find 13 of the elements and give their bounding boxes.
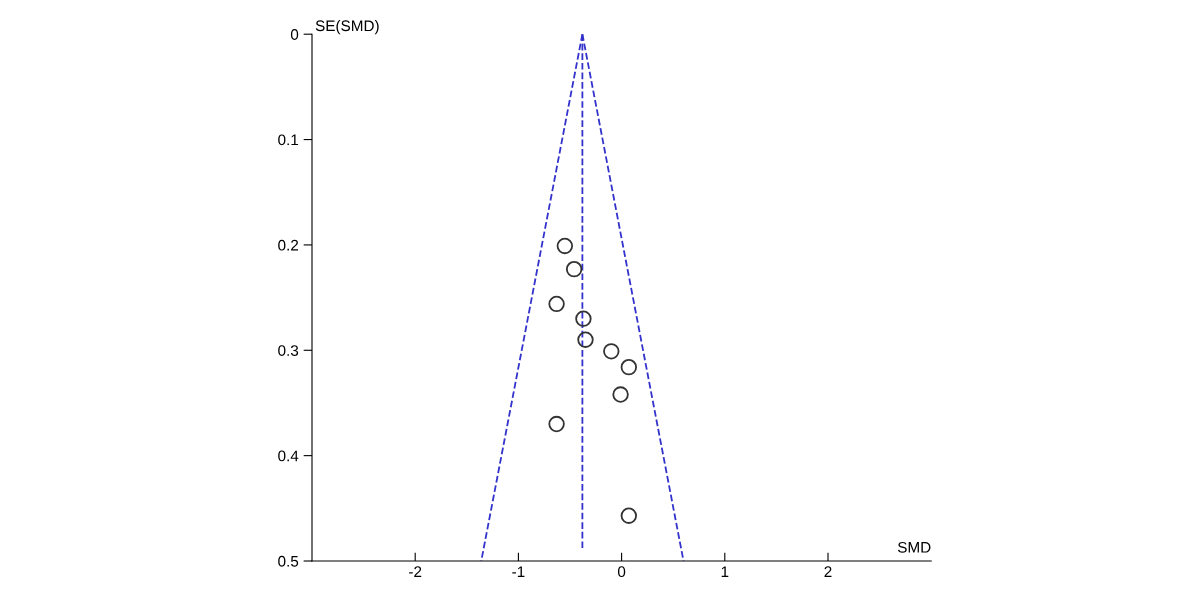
y-tick-label: 0.2	[278, 239, 299, 251]
y-axis-title: SE(SMD)	[315, 19, 379, 35]
x-tick-label: 1	[721, 566, 729, 577]
y-tick-label: 0.1	[278, 134, 299, 146]
x-tick-label: -2	[409, 566, 422, 577]
x-axis-title: SMD	[897, 541, 931, 553]
x-tick-label: 2	[824, 566, 832, 577]
x-tick-label: -1	[512, 566, 525, 577]
y-tick-label: 0.3	[278, 345, 299, 356]
y-tick-label: 0	[290, 29, 299, 40]
y-tick-label: 0.4	[278, 450, 299, 462]
x-tick-label: 0	[617, 566, 626, 578]
y-tick-label: 0.5	[278, 555, 299, 567]
